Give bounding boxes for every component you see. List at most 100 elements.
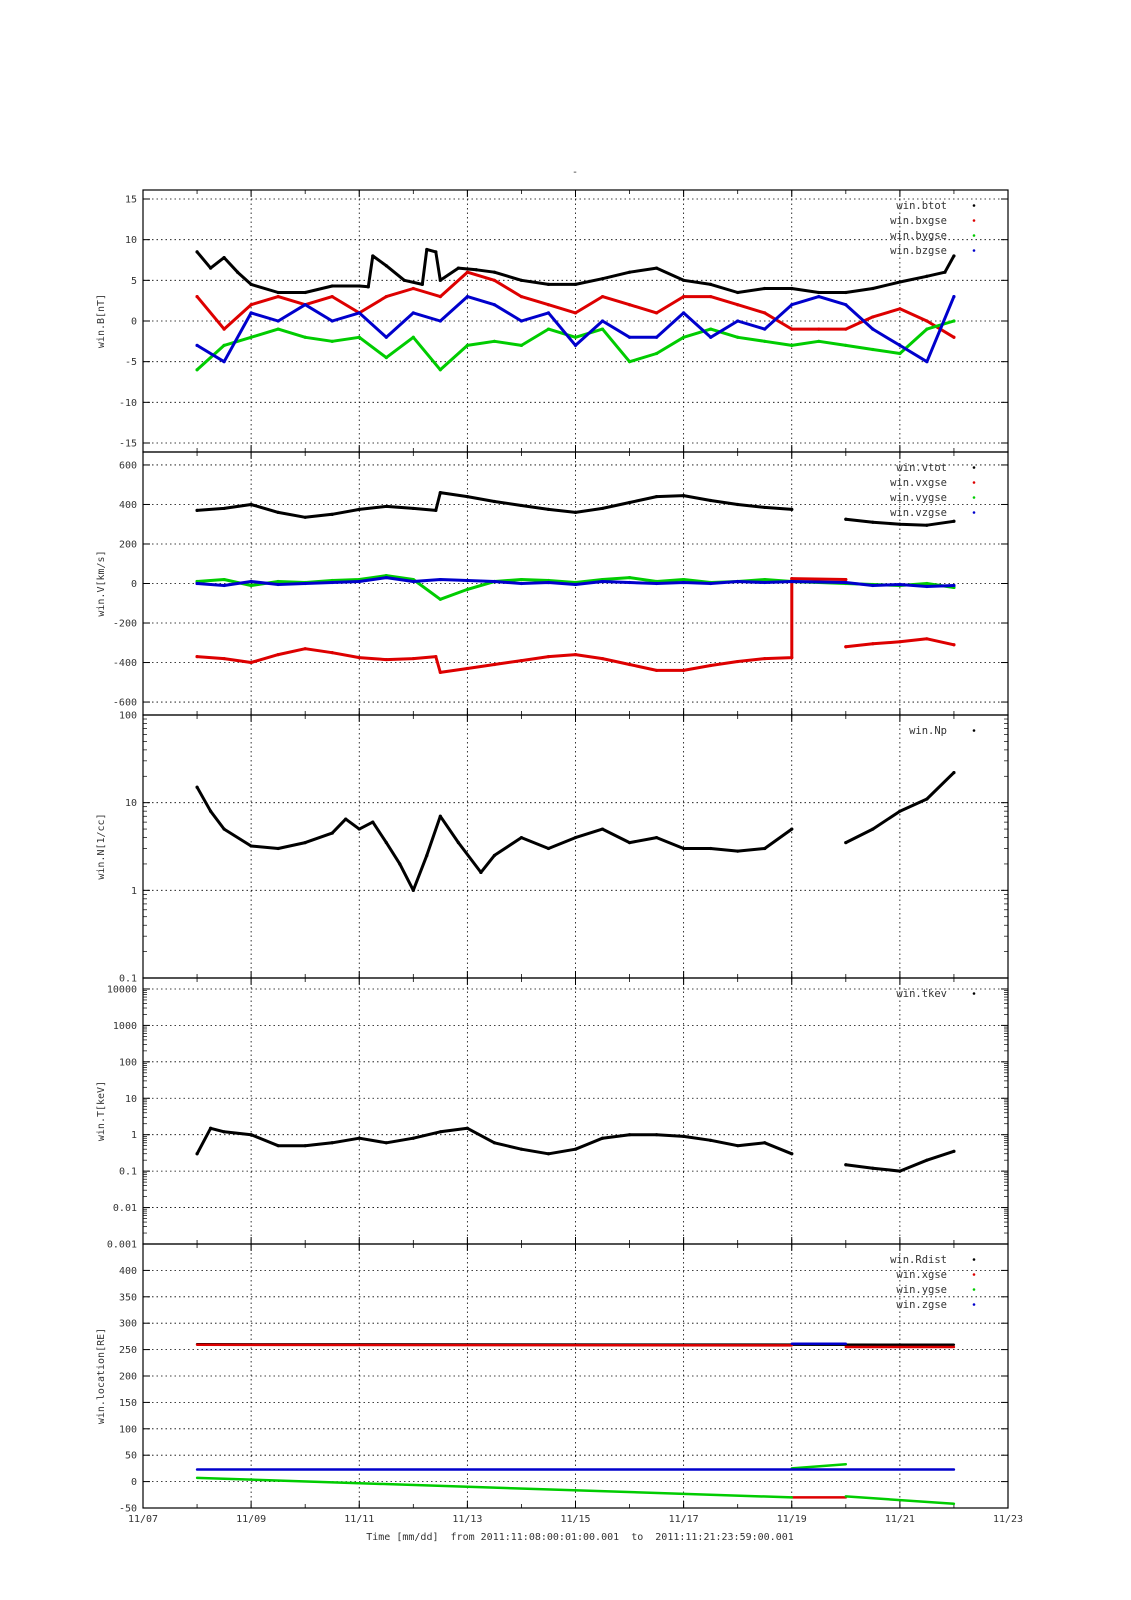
data-point	[438, 491, 442, 495]
legend-marker	[972, 1273, 976, 1276]
data-point	[844, 580, 848, 585]
series-line	[195, 247, 956, 294]
legend-marker	[972, 234, 976, 237]
data-point	[425, 853, 429, 858]
data-point	[600, 827, 605, 831]
data-point	[384, 1141, 388, 1145]
data-point	[627, 500, 632, 505]
y-tick-label: 1	[131, 886, 137, 897]
legend-label: win.bzgse	[890, 245, 947, 257]
data-point	[195, 785, 199, 789]
data-point	[952, 643, 956, 647]
legend-label: win.vtot	[896, 462, 947, 474]
series-win-Np	[195, 771, 956, 892]
y-tick-label: 1000	[113, 1021, 137, 1032]
data-point	[573, 835, 578, 840]
data-point	[898, 809, 902, 813]
data-point	[303, 647, 307, 651]
data-point	[492, 499, 497, 504]
data-point	[236, 270, 240, 274]
data-point	[573, 510, 578, 514]
series-line	[195, 576, 956, 588]
legend-marker	[972, 496, 976, 499]
data-point	[465, 587, 469, 592]
data-point	[627, 303, 632, 307]
data-point	[682, 278, 686, 282]
data-point	[736, 290, 740, 295]
data-point	[402, 278, 406, 282]
legend-marker	[972, 481, 976, 484]
data-point	[519, 503, 524, 508]
y-tick-label: 10	[125, 235, 137, 246]
series-win-vzgse	[195, 575, 956, 589]
data-point	[411, 286, 415, 291]
data-point	[519, 1147, 524, 1151]
data-point	[817, 295, 821, 299]
data-point	[709, 327, 713, 331]
data-point	[222, 343, 226, 347]
legend-label: win.Np	[909, 725, 947, 737]
data-point	[763, 286, 767, 291]
series-win-xgse	[195, 1343, 956, 1499]
y-tick-label: -400	[113, 658, 137, 669]
legend-marker	[972, 219, 976, 222]
data-point	[709, 663, 713, 668]
data-point	[682, 295, 686, 299]
data-point	[249, 311, 253, 315]
data-point	[600, 327, 605, 331]
data-point	[420, 282, 424, 286]
data-point	[627, 1133, 632, 1137]
data-point	[682, 577, 686, 582]
legend-marker	[972, 249, 976, 252]
panel-3: 100 10 1 0.1 win.N[1/cc] win.Np	[96, 711, 1009, 985]
data-point	[546, 282, 551, 286]
series-line	[195, 1342, 956, 1471]
data-point	[195, 1152, 199, 1156]
data-point	[736, 319, 740, 323]
legend-label: win.bxgse	[890, 215, 947, 227]
data-point	[709, 295, 713, 299]
data-point	[384, 295, 388, 299]
data-point	[357, 827, 361, 831]
data-point	[952, 335, 956, 339]
data-point	[357, 311, 361, 315]
series-line	[195, 1462, 956, 1506]
data-point	[330, 580, 334, 585]
data-point	[357, 335, 361, 339]
data-point	[434, 508, 438, 512]
data-point	[492, 339, 497, 343]
data-point	[844, 577, 848, 582]
series-win-bygse	[195, 319, 956, 372]
data-point	[627, 841, 632, 845]
data-point	[438, 295, 442, 299]
legend-marker	[972, 204, 976, 207]
legend-marker	[972, 1303, 976, 1306]
data-point	[519, 835, 524, 840]
data-point	[434, 655, 438, 659]
y-tick-label: 5	[131, 276, 137, 287]
data-point	[357, 507, 361, 512]
data-point	[303, 303, 307, 307]
data-point	[600, 506, 605, 511]
data-point	[682, 668, 686, 673]
legend-label: win.vxgse	[890, 477, 947, 489]
y-tick-label: 10000	[107, 984, 137, 995]
data-point	[434, 250, 438, 254]
data-point	[546, 846, 551, 851]
data-point	[844, 290, 848, 295]
y-tick-label: 0.001	[107, 1240, 137, 1251]
data-point	[411, 656, 415, 661]
data-point	[276, 510, 280, 514]
data-point	[276, 290, 280, 295]
data-point	[871, 347, 875, 352]
data-point	[411, 888, 415, 892]
x-axis-from-word: from	[451, 1532, 475, 1543]
data-point	[763, 327, 767, 331]
y-tick-label: 0.1	[119, 1167, 137, 1178]
data-point	[546, 655, 551, 659]
data-point	[573, 335, 578, 339]
data-point	[208, 809, 213, 813]
data-point	[249, 660, 253, 665]
x-tick-label: 11/21	[885, 1514, 915, 1525]
